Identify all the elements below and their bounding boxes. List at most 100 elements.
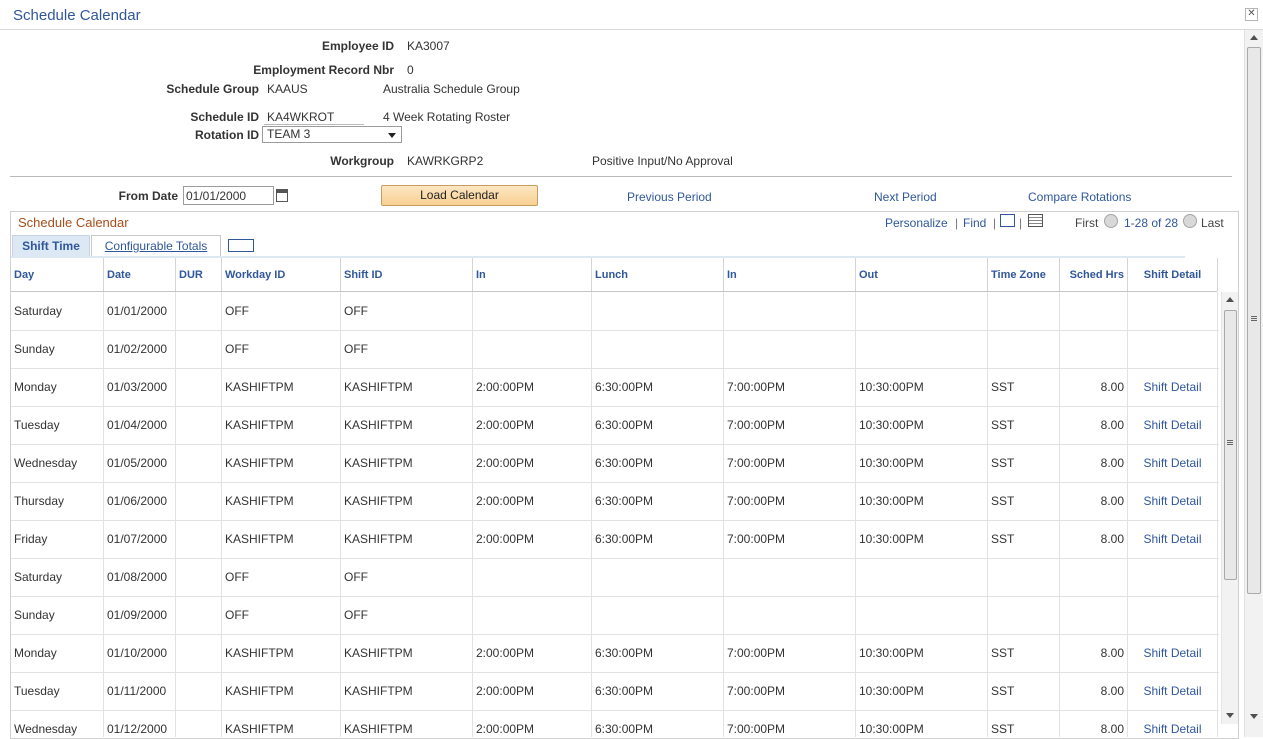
empl-rcd-value: 0 (407, 63, 414, 77)
cell-in-2 (724, 292, 856, 330)
grid-scrollbar[interactable] (1221, 292, 1238, 724)
cell-shift-detail-link[interactable]: Shift Detail (1128, 520, 1218, 558)
col-header-day[interactable]: Day (11, 258, 104, 291)
cell-sched-hrs (1060, 596, 1128, 634)
workgroup-value: KAWRKGRP2 (407, 154, 484, 168)
title-bar (0, 0, 1263, 30)
cell-in: 2:00:00PM (473, 520, 592, 558)
cell-workday-id: KASHIFTPM (222, 444, 341, 482)
cell-out (856, 558, 988, 596)
row-range: 1-28 of 28 (1124, 216, 1179, 230)
chevron-down-icon[interactable] (388, 133, 396, 138)
cell-date: 01/07/2000 (104, 520, 176, 558)
scroll-down-icon[interactable] (1250, 714, 1258, 719)
cell-out: 10:30:00PM (856, 444, 988, 482)
cell-dur (176, 520, 222, 558)
cell-workday-id: KASHIFTPM (222, 482, 341, 520)
view-all-icon[interactable] (228, 239, 254, 252)
tab-shift-time[interactable]: Shift Time (12, 235, 90, 257)
schedule-group-value: KAAUS (267, 82, 308, 96)
cell-dur (176, 558, 222, 596)
rotation-id-select[interactable]: TEAM 3 (262, 126, 402, 143)
cell-shift-detail-link[interactable]: Shift Detail (1128, 406, 1218, 444)
workgroup-desc: Positive Input/No Approval (592, 154, 733, 168)
nav-separator: | (955, 216, 959, 230)
table-row: Sunday 01/02/2000 OFF OFF (11, 330, 1219, 369)
cell-in-2: 7:00:00PM (724, 710, 856, 737)
table-row: Saturday 01/01/2000 OFF OFF (11, 292, 1219, 331)
table-row: Wednesday 01/12/2000 KASHIFTPM KASHIFTPM 2:0… (11, 710, 1219, 737)
col-header-in-2[interactable]: In (724, 258, 856, 291)
compare-rotations-link[interactable]: Compare Rotations (1028, 190, 1132, 204)
cell-in (473, 558, 592, 596)
col-header-shift-detail[interactable]: Shift Detail (1128, 258, 1218, 291)
cell-out: 10:30:00PM (856, 520, 988, 558)
cell-time-zone: SST (988, 710, 1060, 737)
schedule-group-desc: Australia Schedule Group (383, 82, 520, 96)
scroll-up-icon[interactable] (1226, 297, 1234, 302)
cell-date: 01/01/2000 (104, 292, 176, 330)
cell-in-2: 7:00:00PM (724, 482, 856, 520)
cell-shift-detail-link[interactable]: Shift Detail (1128, 634, 1218, 672)
col-header-lunch[interactable]: Lunch (592, 258, 724, 291)
col-header-sched-hrs[interactable]: Sched Hrs (1060, 258, 1128, 291)
col-header-workday-id[interactable]: Workday ID (222, 258, 341, 291)
cell-day: Sunday (11, 330, 104, 368)
cell-in: 2:00:00PM (473, 482, 592, 520)
calendar-icon[interactable] (276, 189, 288, 202)
cell-shift-detail-link[interactable]: Shift Detail (1128, 710, 1218, 737)
col-header-shift-id[interactable]: Shift ID (341, 258, 473, 291)
col-header-time-zone[interactable]: Time Zone (988, 258, 1060, 291)
cell-dur (176, 444, 222, 482)
cell-day: Wednesday (11, 444, 104, 482)
cell-shift-id: KASHIFTPM (341, 406, 473, 444)
cell-lunch: 6:30:00PM (592, 444, 724, 482)
cell-dur (176, 482, 222, 520)
cell-workday-id: OFF (222, 292, 341, 330)
previous-period-link[interactable]: Previous Period (627, 190, 712, 204)
cell-time-zone (988, 330, 1060, 368)
cell-time-zone: SST (988, 406, 1060, 444)
grid-body: Saturday 01/01/2000 OFF OFF Sunday 01/02/2000… (11, 292, 1219, 737)
cell-shift-detail-link[interactable]: Shift Detail (1128, 368, 1218, 406)
col-header-dur[interactable]: DUR (176, 258, 222, 291)
cell-in-2: 7:00:00PM (724, 406, 856, 444)
cell-shift-detail-link[interactable]: Shift Detail (1128, 482, 1218, 520)
download-icon[interactable] (1028, 214, 1043, 227)
employee-id-value: KA3007 (407, 39, 450, 53)
personalize-link[interactable]: Personalize (885, 216, 948, 230)
page-scroll-thumb[interactable] (1247, 47, 1261, 594)
next-page-icon[interactable] (1183, 214, 1197, 228)
next-period-link[interactable]: Next Period (874, 190, 937, 204)
zoom-icon[interactable] (1000, 214, 1015, 227)
cell-shift-detail-link[interactable]: Shift Detail (1128, 444, 1218, 482)
grid-title: Schedule Calendar (18, 215, 129, 230)
cell-dur (176, 672, 222, 710)
scroll-up-icon[interactable] (1250, 35, 1258, 40)
cell-workday-id: OFF (222, 330, 341, 368)
empl-rcd-label: Employment Record Nbr (253, 63, 394, 77)
cell-shift-detail-link[interactable]: Shift Detail (1128, 672, 1218, 710)
cell-date: 01/11/2000 (104, 672, 176, 710)
page-scrollbar[interactable] (1244, 30, 1263, 737)
col-header-out[interactable]: Out (856, 258, 988, 291)
prev-page-icon[interactable] (1104, 214, 1118, 228)
cell-in-2: 7:00:00PM (724, 634, 856, 672)
find-link[interactable]: Find (963, 216, 987, 230)
cell-in: 2:00:00PM (473, 444, 592, 482)
col-header-in[interactable]: In (473, 258, 592, 291)
grid-scroll-thumb[interactable] (1224, 310, 1237, 580)
table-row: Sunday 01/09/2000 OFF OFF (11, 596, 1219, 635)
table-row: Monday 01/10/2000 KASHIFTPM KASHIFTPM 2:00:0… (11, 634, 1219, 673)
load-calendar-button[interactable]: Load Calendar (381, 185, 538, 206)
scroll-down-icon[interactable] (1226, 713, 1234, 718)
close-icon[interactable]: ✕ (1245, 8, 1258, 21)
col-header-date[interactable]: Date (104, 258, 176, 291)
cell-in-2 (724, 558, 856, 596)
cell-day: Sunday (11, 596, 104, 634)
from-date-input[interactable]: 01/01/2000 (183, 186, 274, 205)
last-label: Last (1201, 216, 1224, 230)
table-row: Wednesday 01/05/2000 KASHIFTPM KASHIFTPM 2:0… (11, 444, 1219, 483)
tab-configurable-totals[interactable]: Configurable Totals (91, 235, 221, 256)
cell-in (473, 330, 592, 368)
